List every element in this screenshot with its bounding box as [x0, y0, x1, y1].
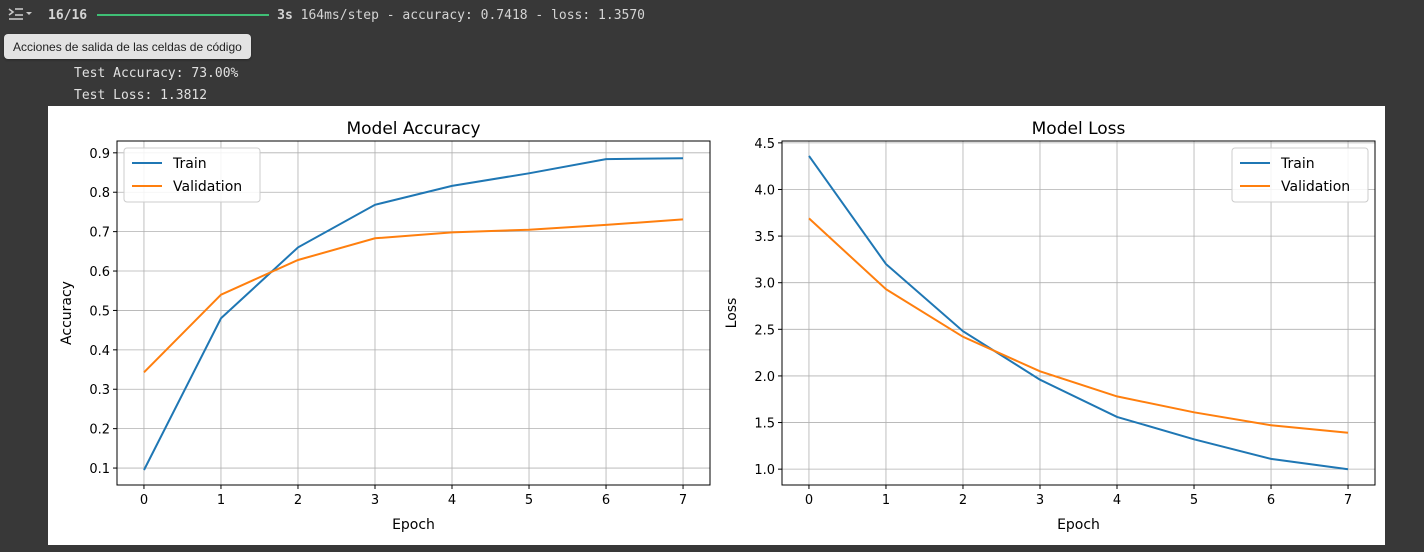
chart2-x-tick-label: 6: [1267, 493, 1275, 508]
output-actions-icon[interactable]: [7, 5, 33, 23]
chart2-x-tick-label: 1: [882, 493, 890, 508]
chart2-legend-label-train: Train: [1280, 156, 1315, 172]
chart2-x-axis-label: Epoch: [1057, 517, 1100, 533]
chart1-x-tick-label: 2: [294, 493, 302, 508]
chart2-axes-frame: [781, 140, 1376, 486]
chart1-title: Model Accuracy: [346, 119, 480, 139]
chart2-y-tick-label: 2.5: [754, 323, 775, 338]
chart1-series-validation-line: [143, 218, 684, 374]
chart2-y-tick-label: 2.0: [754, 370, 775, 385]
chart1-y-tick-label: 0.2: [89, 423, 110, 438]
chart2-legend-label-validation: Validation: [1281, 179, 1350, 195]
chart2-legend-box: [1231, 147, 1369, 203]
chart1-y-axis-label: Accuracy: [59, 281, 75, 345]
chart1-y-tick-label: 0.5: [89, 304, 110, 319]
chart2-x-tick-label: 7: [1344, 493, 1352, 508]
chart1-x-tick-label: 7: [679, 493, 687, 508]
figure-canvas: 0 1 2 3 4 5 6 7 0.1 0.2 0.3 0.4 0.5 0.6 0.7 0.8 0.9 Model…: [59, 119, 1376, 533]
chart1-y-tick-label: 0.6: [89, 265, 110, 280]
chart1-x-tick-label: 4: [448, 493, 456, 508]
chart1-series-train-line: [143, 157, 684, 471]
chart2-x-tick-label: 2: [959, 493, 967, 508]
progress-step: 16/16: [48, 7, 88, 23]
chart2-y-tick-label: 3.5: [754, 230, 775, 245]
chart2-x-tick-label: 5: [1190, 493, 1198, 508]
chart1-x-tick-label: 6: [602, 493, 610, 508]
chart1-axes-frame: [116, 140, 711, 486]
chart2-x-tick-label: 4: [1113, 493, 1121, 508]
progress-bar: [97, 14, 270, 16]
training-progress-line: 16/16 3s 164ms/step - accuracy: 0.7418 -…: [48, 6, 645, 24]
test-accuracy-output: Test Accuracy: 73.00%: [74, 66, 239, 81]
chart1-legend-box: [123, 147, 261, 203]
chart1-x-tick-label: 1: [217, 493, 225, 508]
chart2-series-train-line: [808, 155, 1349, 471]
chart2-y-tick-label: 3.0: [754, 277, 775, 292]
test-loss-output: Test Loss: 1.3812: [74, 88, 208, 103]
chart2-y-tick-label: 4.5: [754, 137, 775, 152]
chart1-y-tick-label: 0.8: [89, 186, 110, 201]
chart1-y-tick-label: 0.1: [89, 462, 110, 477]
chart2-x-tick-label: 0: [805, 493, 813, 508]
chart1-legend-label-train: Train: [172, 156, 207, 172]
chart2-x-tick-label: 3: [1036, 493, 1044, 508]
chart1-x-axis-label: Epoch: [392, 517, 435, 533]
progress-time: 3s: [277, 7, 293, 23]
chart1-legend-label-validation: Validation: [173, 179, 242, 195]
chart1-x-tick-label: 3: [371, 493, 379, 508]
chart1-y-tick-label: 0.9: [89, 147, 110, 162]
chart1-y-tick-label: 0.7: [89, 226, 110, 241]
chart2-y-tick-label: 1.5: [754, 417, 775, 432]
output-figure: 0 1 2 3 4 5 6 7 0.1 0.2 0.3 0.4 0.5 0.6 0.7 0.8 0.9 Model…: [48, 106, 1385, 545]
chart2-series-validation-line: [808, 217, 1349, 434]
chart1-y-tick-label: 0.4: [89, 344, 110, 359]
chart2-title: Model Loss: [1032, 119, 1126, 139]
chart2-y-tick-label: 1.0: [754, 463, 775, 478]
chart2-y-tick-label: 4.0: [754, 183, 775, 198]
chart1-x-tick-label: 5: [525, 493, 533, 508]
chart1-x-tick-label: 0: [140, 493, 148, 508]
output-actions-tooltip: Acciones de salida de las celdas de códi…: [4, 34, 251, 59]
chart1-y-tick-label: 0.3: [89, 383, 110, 398]
progress-metrics: 164ms/step - accuracy: 0.7418 - loss: 1.…: [292, 7, 645, 23]
chart2-y-axis-label: Loss: [724, 298, 740, 329]
